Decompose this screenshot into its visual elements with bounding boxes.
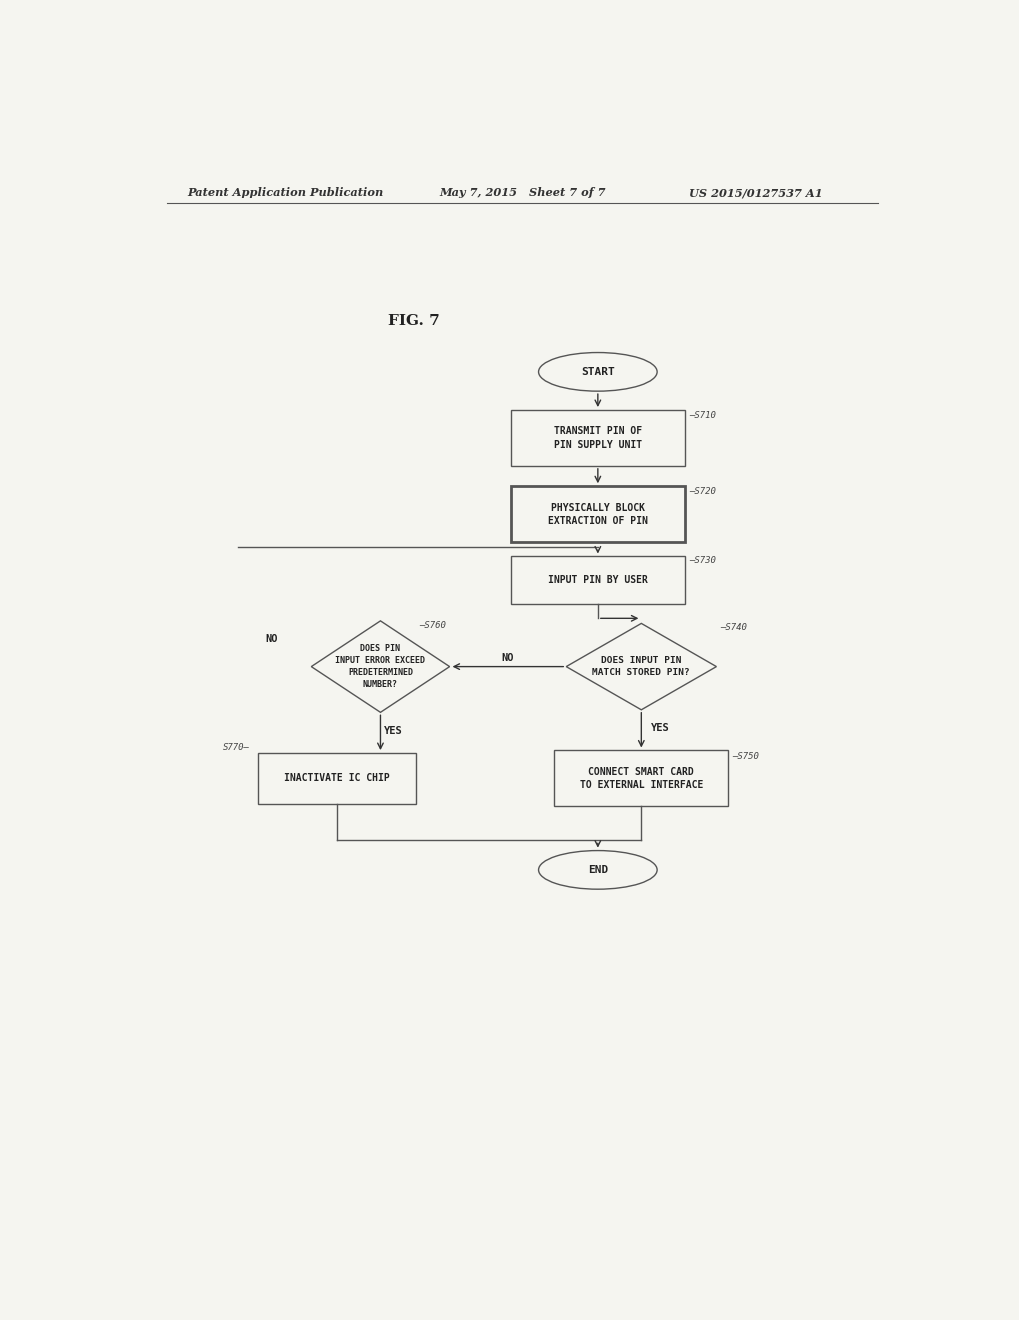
Text: INACTIVATE IC CHIP: INACTIVATE IC CHIP [284, 774, 389, 783]
Text: END: END [587, 865, 607, 875]
Text: US 2015/0127537 A1: US 2015/0127537 A1 [688, 187, 821, 198]
Text: NO: NO [265, 634, 278, 644]
Text: TRANSMIT PIN OF
PIN SUPPLY UNIT: TRANSMIT PIN OF PIN SUPPLY UNIT [553, 426, 641, 450]
Text: —S750: —S750 [732, 751, 758, 760]
Text: DOES INPUT PIN
MATCH STORED PIN?: DOES INPUT PIN MATCH STORED PIN? [592, 656, 690, 677]
Text: CONNECT SMART CARD
TO EXTERNAL INTERFACE: CONNECT SMART CARD TO EXTERNAL INTERFACE [579, 767, 702, 789]
Text: —S710: —S710 [688, 411, 715, 420]
Text: START: START [581, 367, 614, 376]
Text: YES: YES [384, 726, 403, 735]
Text: FIG. 7: FIG. 7 [388, 314, 439, 329]
Text: INPUT PIN BY USER: INPUT PIN BY USER [547, 576, 647, 585]
Text: —S760: —S760 [419, 620, 445, 630]
Text: —S730: —S730 [688, 556, 715, 565]
Text: YES: YES [650, 723, 668, 733]
Text: —S740: —S740 [719, 623, 747, 632]
Text: Patent Application Publication: Patent Application Publication [186, 187, 383, 198]
Text: S770—: S770— [223, 743, 250, 752]
Text: NO: NO [501, 653, 514, 664]
Text: DOES PIN
INPUT ERROR EXCEED
PREDETERMINED
NUMBER?: DOES PIN INPUT ERROR EXCEED PREDETERMINE… [335, 644, 425, 689]
Text: —S720: —S720 [688, 487, 715, 496]
Text: PHYSICALLY BLOCK
EXTRACTION OF PIN: PHYSICALLY BLOCK EXTRACTION OF PIN [547, 503, 647, 525]
Text: May 7, 2015   Sheet 7 of 7: May 7, 2015 Sheet 7 of 7 [439, 187, 605, 198]
